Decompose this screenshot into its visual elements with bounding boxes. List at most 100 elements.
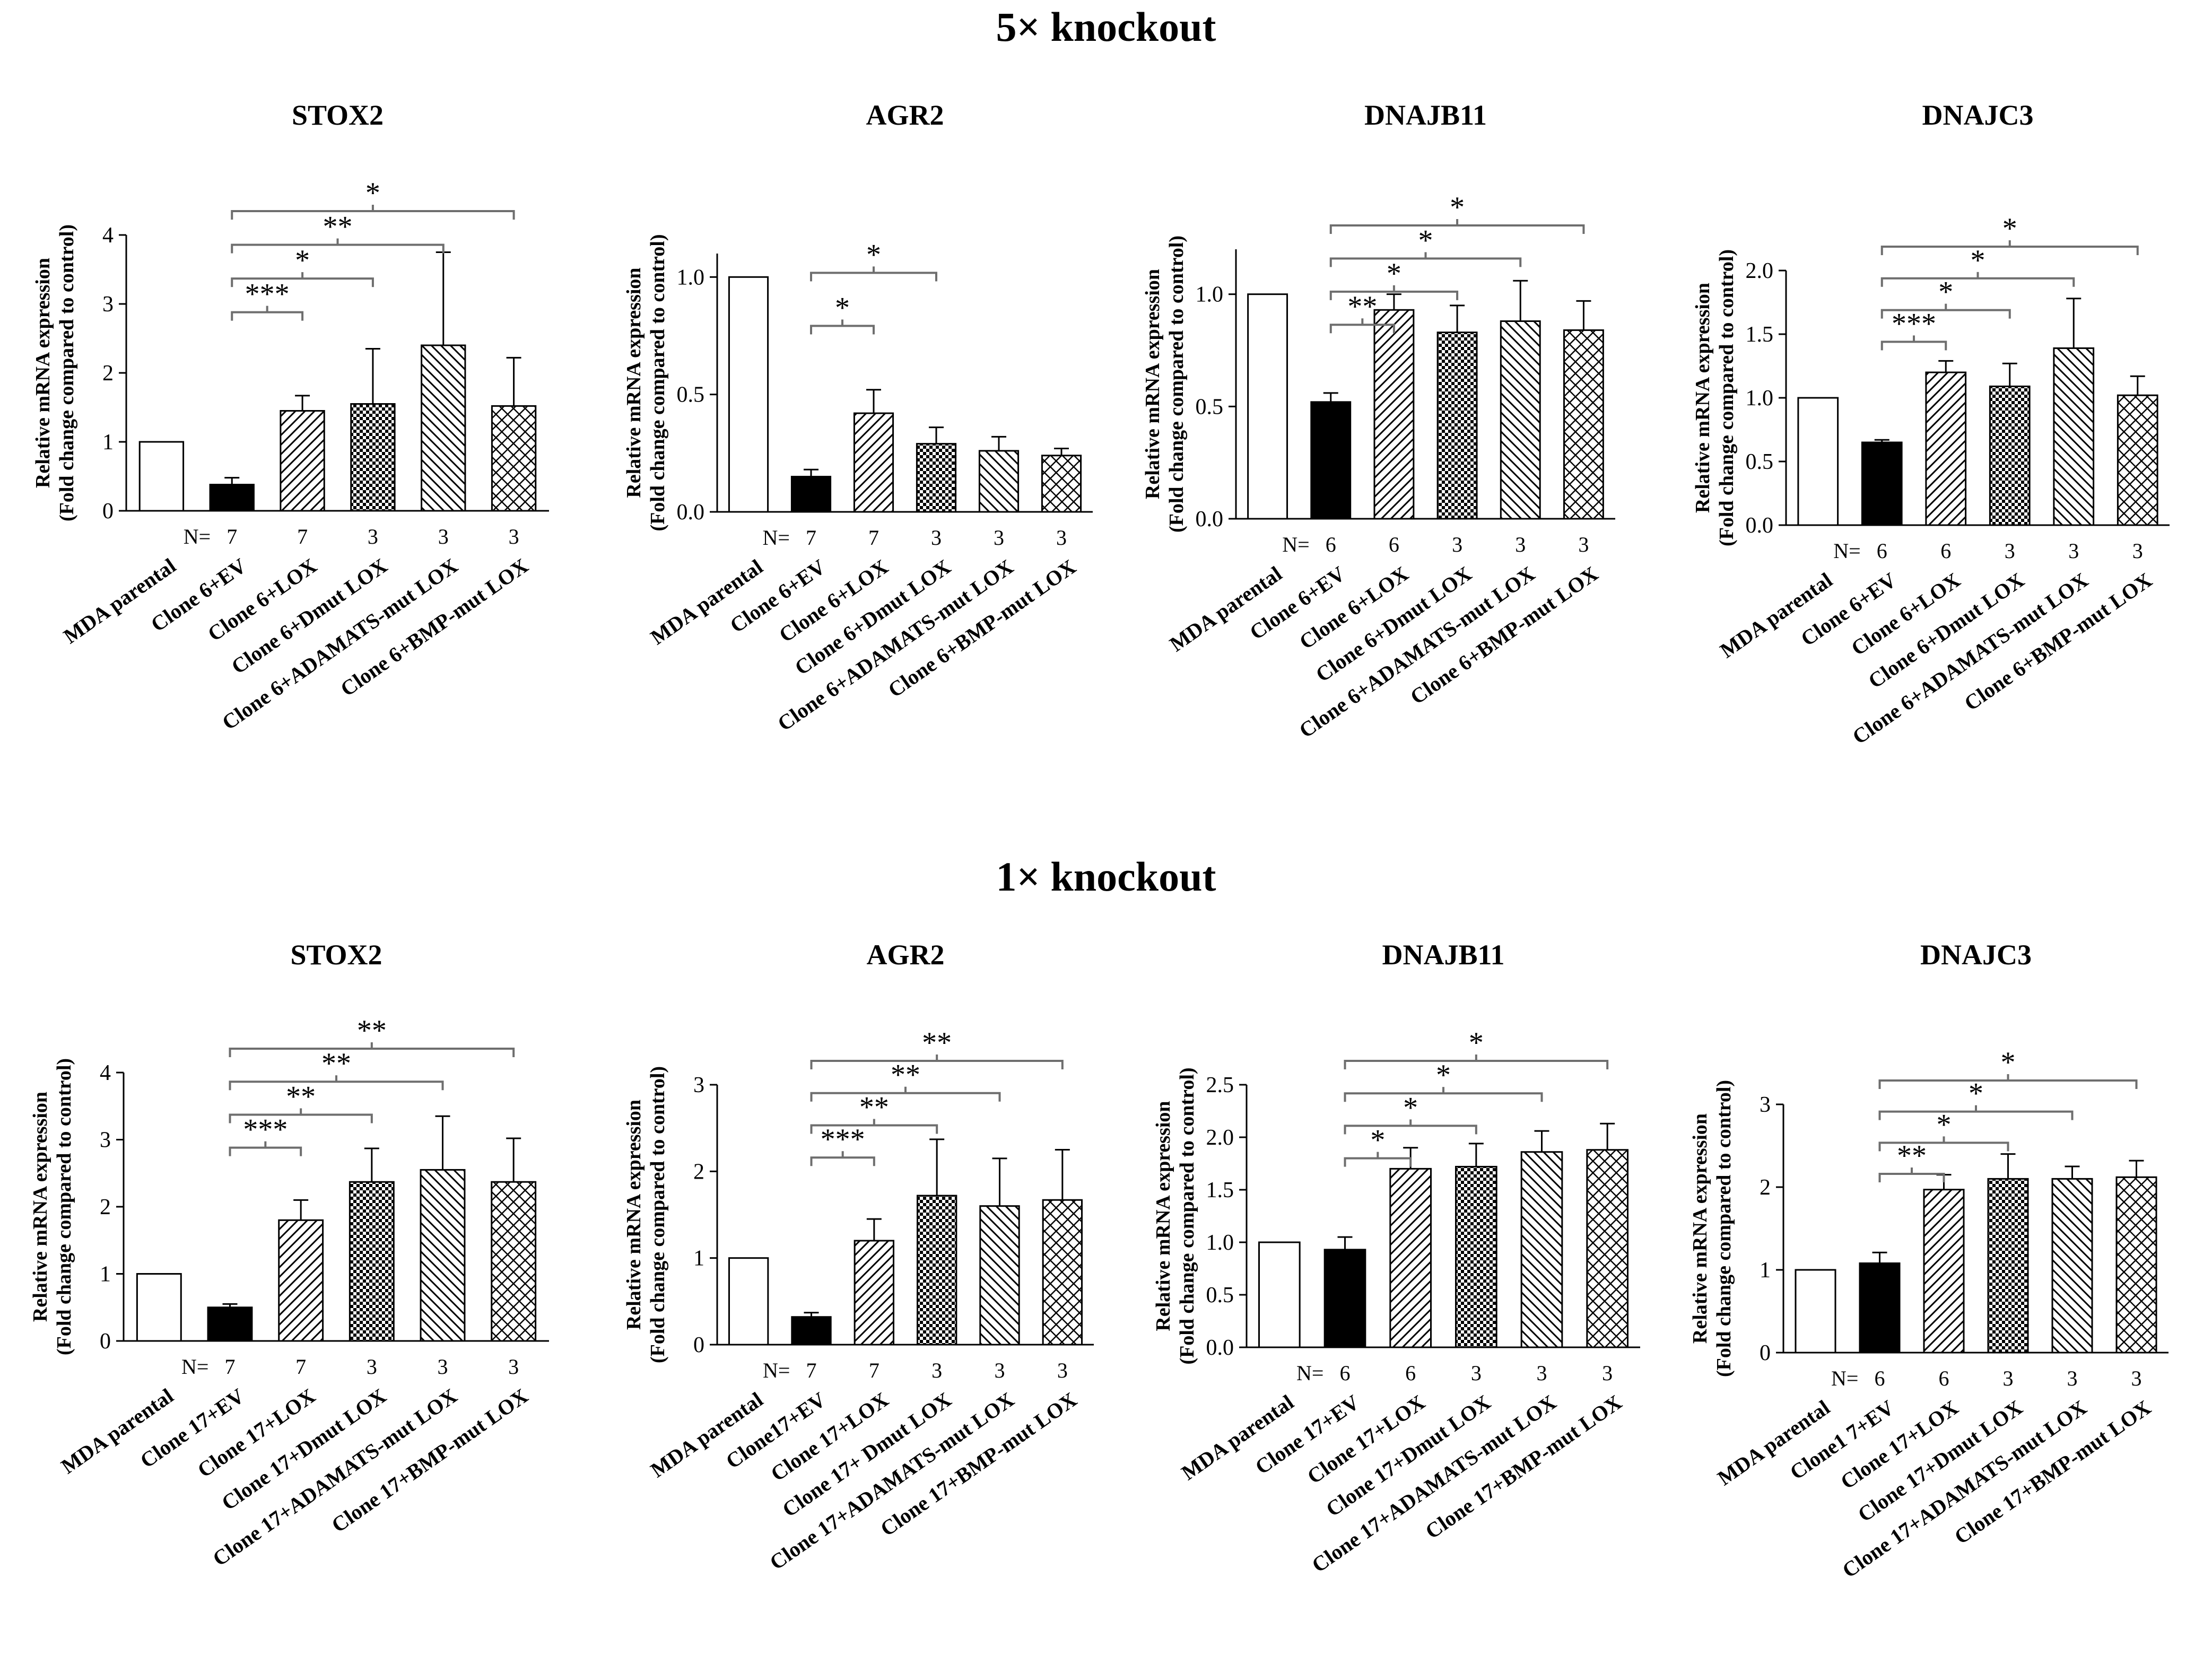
bar bbox=[1323, 1249, 1366, 1348]
significance-label: *** bbox=[245, 278, 290, 311]
y-tick-label: 2 bbox=[1760, 1175, 1771, 1200]
significance-bracket bbox=[1880, 277, 2075, 287]
significance-bracket bbox=[810, 1060, 1064, 1069]
n-value: 7 bbox=[225, 1355, 236, 1379]
bar bbox=[1389, 1167, 1432, 1348]
bar bbox=[1247, 293, 1288, 520]
significance-label: * bbox=[866, 238, 881, 271]
bar bbox=[1925, 371, 1967, 526]
y-axis-label-secondary: (Fold change compared to control) bbox=[1715, 249, 1738, 546]
bar bbox=[1258, 1241, 1301, 1348]
significance-bracket bbox=[229, 1081, 444, 1091]
chart-title: DNAJC3 bbox=[1920, 939, 2032, 971]
n-value: 6 bbox=[1405, 1361, 1416, 1385]
x-tick-label: MDA parental bbox=[1177, 1390, 1298, 1485]
n-value: 6 bbox=[1939, 1366, 1949, 1390]
bar bbox=[854, 1240, 895, 1346]
n-value: 3 bbox=[931, 526, 942, 550]
n-value: 3 bbox=[2068, 539, 2079, 563]
significance-label: * bbox=[1436, 1059, 1451, 1092]
n-value: 3 bbox=[1537, 1361, 1547, 1385]
y-tick-label: 2 bbox=[100, 1195, 111, 1219]
bar bbox=[853, 412, 894, 513]
y-tick-label: 2.5 bbox=[1206, 1073, 1234, 1097]
bar bbox=[1042, 1199, 1083, 1346]
chart-panel: 0 1 2 3 DNAJC3 Relative mRNA expression (Fold … bbox=[1689, 939, 2169, 1582]
bar bbox=[1520, 1151, 1563, 1348]
y-axis-label: Relative mRNA expression bbox=[1142, 269, 1164, 499]
significance-label: * bbox=[1370, 1124, 1385, 1157]
y-tick-label: 0.5 bbox=[1196, 395, 1224, 419]
bar bbox=[1436, 332, 1478, 520]
bar bbox=[1987, 1178, 2029, 1354]
significance-bracket bbox=[1880, 341, 1947, 351]
n-value: 3 bbox=[368, 525, 378, 548]
significance-label: ** bbox=[859, 1091, 889, 1123]
significance-bracket bbox=[1344, 1060, 1609, 1069]
bar bbox=[420, 1169, 466, 1342]
n-value: 3 bbox=[1602, 1361, 1613, 1385]
significance-bracket bbox=[1344, 1157, 1412, 1167]
y-tick-label: 3 bbox=[1760, 1093, 1771, 1117]
significance-bracket bbox=[1329, 290, 1459, 300]
n-value: 3 bbox=[1515, 533, 1526, 556]
significance-bracket bbox=[231, 243, 445, 254]
y-axis-label-secondary: (Fold change compared to control) bbox=[647, 234, 669, 531]
n-value: 3 bbox=[1056, 526, 1067, 550]
n-value: 6 bbox=[1940, 539, 1951, 563]
bar bbox=[979, 1205, 1020, 1346]
bar bbox=[2053, 347, 2095, 526]
significance-bracket bbox=[810, 1092, 1001, 1102]
bar bbox=[1310, 401, 1352, 520]
y-axis-label: Relative mRNA expression bbox=[1152, 1101, 1174, 1331]
bar bbox=[1795, 1269, 1836, 1354]
y-axis-label-secondary: (Fold change compared to control) bbox=[1713, 1080, 1735, 1377]
chart-title: DNAJB11 bbox=[1382, 939, 1504, 971]
y-axis-label-secondary: (Fold change compared to control) bbox=[56, 224, 78, 521]
n-label: N= bbox=[1282, 533, 1309, 556]
bar bbox=[1455, 1165, 1497, 1348]
bar bbox=[1373, 309, 1415, 520]
n-value: 6 bbox=[1389, 533, 1399, 556]
significance-bracket bbox=[231, 210, 515, 220]
n-value: 3 bbox=[931, 1358, 942, 1382]
significance-label: * bbox=[2002, 212, 2017, 245]
y-axis-label: Relative mRNA expression bbox=[29, 1092, 51, 1322]
n-value: 6 bbox=[1326, 533, 1336, 556]
bar bbox=[1041, 455, 1082, 513]
bar bbox=[138, 441, 185, 512]
bar bbox=[1586, 1149, 1629, 1348]
section-title-1x: 1× knockout bbox=[996, 853, 1216, 900]
y-tick-label: 2 bbox=[693, 1160, 704, 1184]
y-tick-label: 1.5 bbox=[1746, 323, 1774, 347]
n-label: N= bbox=[763, 1358, 790, 1382]
y-tick-label: 1.5 bbox=[1206, 1178, 1234, 1203]
y-tick-label: 1.0 bbox=[1206, 1231, 1234, 1255]
significance-bracket bbox=[1329, 224, 1585, 234]
y-tick-label: 0 bbox=[100, 1329, 111, 1354]
n-value: 3 bbox=[1452, 533, 1462, 556]
bar bbox=[350, 403, 396, 512]
significance-label: * bbox=[2001, 1046, 2016, 1079]
y-tick-label: 4 bbox=[102, 223, 114, 248]
y-axis-label-secondary: (Fold change compared to control) bbox=[53, 1058, 75, 1355]
y-tick-label: 0.0 bbox=[1206, 1336, 1234, 1360]
y-tick-label: 0.0 bbox=[1746, 513, 1774, 538]
bar bbox=[916, 1195, 957, 1346]
n-value: 3 bbox=[2132, 539, 2143, 563]
bar bbox=[491, 405, 537, 512]
significance-bracket bbox=[810, 1156, 875, 1166]
y-tick-label: 0.5 bbox=[677, 383, 705, 407]
significance-label: * bbox=[1403, 1091, 1418, 1124]
y-tick-label: 3 bbox=[693, 1073, 704, 1097]
n-value: 3 bbox=[438, 525, 449, 548]
y-tick-label: 3 bbox=[102, 292, 114, 317]
bar bbox=[421, 344, 466, 512]
significance-bracket bbox=[810, 272, 937, 282]
chart-panel: 0 1 2 3 AGR2 Relative mRNA expression (Fold ch… bbox=[623, 939, 1094, 1574]
y-axis-label: Relative mRNA expression bbox=[1692, 283, 1714, 513]
y-axis-label: Relative mRNA expression bbox=[623, 1100, 645, 1330]
bar bbox=[136, 1273, 182, 1342]
n-value: 3 bbox=[2005, 539, 2015, 563]
